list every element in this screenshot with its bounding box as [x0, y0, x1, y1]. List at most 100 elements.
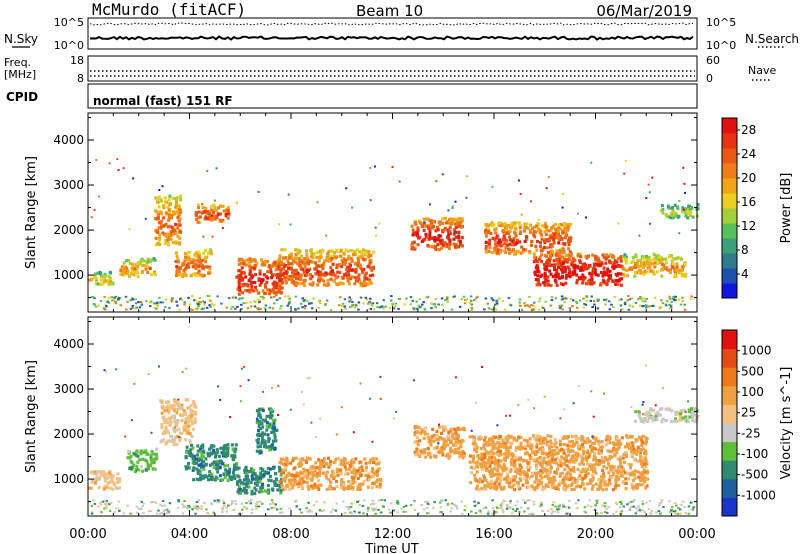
echo-cell	[174, 205, 178, 209]
ground-scatter-cell	[669, 306, 673, 309]
echo-cell	[518, 231, 522, 235]
ground-scatter-cell	[557, 505, 560, 508]
ground-scatter-cell	[561, 308, 564, 311]
ground-scatter-cell	[231, 502, 234, 505]
ground-scatter-cell	[540, 503, 543, 506]
ground-scatter-cell	[434, 306, 437, 309]
echo-cell	[267, 471, 271, 475]
echo-cell	[555, 268, 559, 272]
ground-scatter-cell	[250, 508, 254, 511]
ground-scatter-cell	[659, 512, 662, 515]
echo-cell	[291, 456, 295, 460]
echo-cell	[616, 439, 620, 444]
ground-scatter-cell	[375, 508, 378, 511]
ground-scatter-cell	[216, 295, 219, 298]
echo-cell	[191, 272, 195, 276]
echo-cell	[319, 270, 323, 274]
echo-cell	[362, 279, 366, 283]
echo-cell	[359, 283, 363, 287]
sparse-echo	[649, 222, 651, 225]
echo-cell	[645, 484, 649, 488]
echo-cell	[519, 444, 523, 448]
sparse-echo	[257, 190, 260, 193]
echo-cell	[684, 274, 688, 278]
ground-scatter-cell	[451, 295, 455, 298]
echo-cell	[415, 425, 419, 429]
ground-scatter-cell	[287, 302, 291, 305]
ground-scatter-cell	[679, 303, 683, 306]
echo-cell	[197, 257, 201, 262]
echo-cell	[121, 272, 125, 276]
ground-scatter-cell	[343, 305, 347, 308]
ground-scatter-cell	[155, 303, 159, 306]
echo-cell	[671, 206, 675, 210]
echo-cell	[212, 460, 216, 464]
ground-scatter-cell	[240, 502, 244, 505]
echo-cell	[532, 232, 536, 236]
echo-cell	[497, 436, 501, 441]
echo-cell	[550, 263, 554, 267]
echo-cell	[505, 231, 509, 235]
colorbar-cell	[722, 193, 737, 209]
echo-cell	[91, 471, 95, 475]
echo-cell	[595, 459, 598, 463]
echo-cell	[223, 464, 227, 468]
echo-cell	[651, 257, 655, 261]
echo-cell	[536, 278, 540, 282]
ground-scatter-cell	[105, 305, 109, 308]
ground-scatter-cell	[259, 308, 262, 311]
ground-scatter-cell	[397, 298, 401, 300]
echo-cell	[244, 263, 248, 267]
echo-cell	[600, 262, 604, 266]
echo-cell	[206, 451, 210, 455]
echo-cell	[683, 262, 687, 266]
echo-cell	[199, 450, 203, 454]
ground-scatter-cell	[476, 295, 479, 298]
echo-cell	[617, 272, 620, 276]
ground-scatter-cell	[652, 304, 655, 307]
ground-scatter-cell	[181, 512, 185, 515]
echo-cell	[247, 478, 251, 482]
ground-scatter-cell	[644, 300, 647, 303]
echo-cell	[207, 454, 211, 458]
echo-cell	[414, 222, 418, 226]
echo-cell	[568, 250, 572, 254]
echo-cell	[423, 430, 427, 434]
echo-cell	[592, 262, 596, 266]
echo-cell	[602, 255, 606, 259]
ground-scatter-cell	[404, 504, 408, 507]
ground-scatter-cell	[592, 300, 596, 303]
echo-cell	[278, 479, 282, 484]
ground-scatter-cell	[271, 502, 275, 505]
ground-scatter-cell	[129, 307, 133, 310]
ground-scatter-cell	[349, 298, 353, 301]
ground-scatter-cell	[687, 512, 691, 515]
echo-cell	[523, 229, 526, 233]
echo-cell	[637, 449, 640, 454]
ground-scatter-cell	[109, 502, 113, 504]
ground-scatter-cell	[392, 307, 396, 310]
ground-scatter-cell	[170, 300, 174, 303]
echo-cell	[167, 210, 170, 214]
ground-scatter-cell	[319, 302, 322, 304]
echo-cell	[259, 427, 263, 431]
freq-tick-bottom: 8	[77, 72, 84, 85]
echo-cell	[597, 477, 601, 482]
echo-cell	[416, 226, 420, 230]
colorbar-cell	[722, 178, 737, 194]
echo-cell	[119, 272, 123, 276]
sparse-echo	[562, 193, 565, 196]
echo-cell	[349, 263, 352, 268]
echo-cell	[270, 444, 274, 448]
echo-cell	[197, 254, 201, 259]
sparse-echo	[451, 207, 454, 209]
ground-scatter-cell	[582, 297, 585, 300]
echo-cell	[570, 263, 574, 267]
ground-scatter-cell	[388, 307, 391, 310]
echo-cell	[423, 448, 427, 452]
echo-cell	[345, 486, 349, 490]
sparse-echo	[351, 206, 354, 209]
echo-cell	[175, 419, 179, 423]
sparse-echo	[682, 208, 685, 211]
echo-cell	[448, 454, 452, 458]
